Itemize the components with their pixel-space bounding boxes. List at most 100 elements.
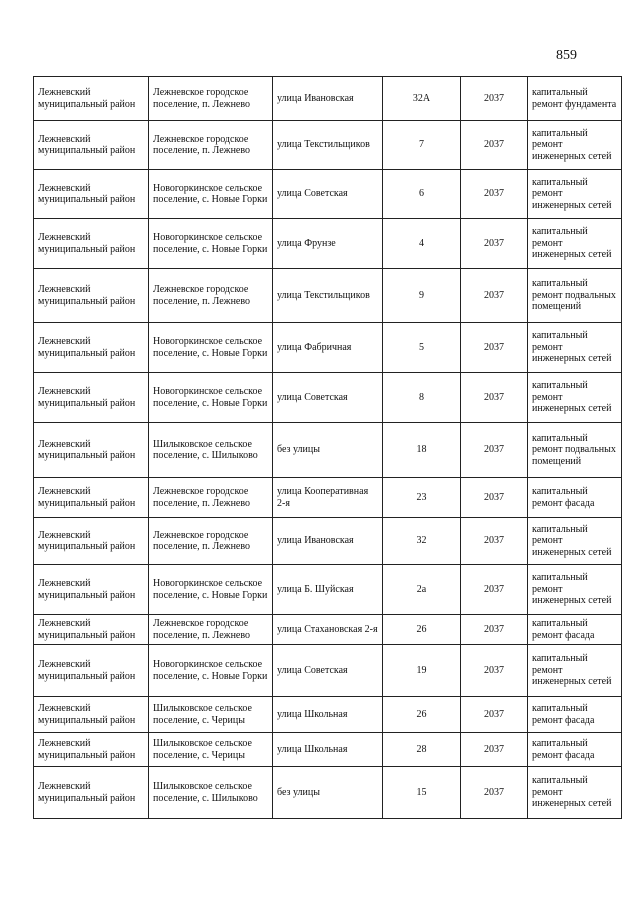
housing-repair-table: Лежневский муниципальный район Лежневское… bbox=[33, 76, 622, 819]
cell-district: Лежневский муниципальный район bbox=[33, 422, 149, 478]
table-row: Лежневский муниципальный район Шилыковско… bbox=[33, 766, 622, 819]
cell-settlement: Лежневское городское поселение, п. Лежне… bbox=[148, 477, 273, 518]
table-row: Лежневский муниципальный район Шилыковско… bbox=[33, 732, 622, 767]
cell-street: без улицы bbox=[272, 766, 383, 819]
cell-work: капитальный ремонт инженерных сетей bbox=[527, 766, 622, 819]
cell-year: 2037 bbox=[460, 614, 528, 645]
cell-work: капитальный ремонт фасада bbox=[527, 477, 622, 518]
cell-settlement: Лежневское городское поселение, п. Лежне… bbox=[148, 120, 273, 170]
cell-work: капитальный ремонт инженерных сетей bbox=[527, 564, 622, 615]
cell-street: улица Кооперативная 2-я bbox=[272, 477, 383, 518]
cell-settlement: Лежневское городское поселение, п. Лежне… bbox=[148, 517, 273, 565]
cell-district: Лежневский муниципальный район bbox=[33, 732, 149, 767]
cell-year: 2037 bbox=[460, 477, 528, 518]
cell-district: Лежневский муниципальный район bbox=[33, 696, 149, 733]
cell-house: 32А bbox=[382, 76, 461, 121]
cell-district: Лежневский муниципальный район bbox=[33, 218, 149, 269]
cell-street: улица Советская bbox=[272, 644, 383, 697]
cell-settlement: Лежневское городское поселение, п. Лежне… bbox=[148, 268, 273, 323]
cell-house: 32 bbox=[382, 517, 461, 565]
cell-street: улица Ивановская bbox=[272, 517, 383, 565]
cell-house: 4 bbox=[382, 218, 461, 269]
table-row: Лежневский муниципальный район Новогоркин… bbox=[33, 644, 622, 697]
table-row: Лежневский муниципальный район Лежневское… bbox=[33, 76, 622, 121]
cell-district: Лежневский муниципальный район bbox=[33, 614, 149, 645]
cell-house: 7 bbox=[382, 120, 461, 170]
cell-house: 19 bbox=[382, 644, 461, 697]
cell-district: Лежневский муниципальный район bbox=[33, 322, 149, 373]
cell-year: 2037 bbox=[460, 76, 528, 121]
table-row: Лежневский муниципальный район Лежневское… bbox=[33, 268, 622, 323]
cell-work: капитальный ремонт инженерных сетей bbox=[527, 372, 622, 423]
cell-year: 2037 bbox=[460, 120, 528, 170]
cell-district: Лежневский муниципальный район bbox=[33, 644, 149, 697]
cell-district: Лежневский муниципальный район bbox=[33, 477, 149, 518]
cell-house: 15 bbox=[382, 766, 461, 819]
cell-year: 2037 bbox=[460, 644, 528, 697]
cell-district: Лежневский муниципальный район bbox=[33, 517, 149, 565]
cell-settlement: Шилыковское сельское поселение, с. Чериц… bbox=[148, 696, 273, 733]
cell-settlement: Новогоркинское сельское поселение, с. Но… bbox=[148, 644, 273, 697]
cell-work: капитальный ремонт подвальных помещений bbox=[527, 268, 622, 323]
cell-year: 2037 bbox=[460, 766, 528, 819]
cell-settlement: Новогоркинское сельское поселение, с. Но… bbox=[148, 218, 273, 269]
table-row: Лежневский муниципальный район Новогоркин… bbox=[33, 218, 622, 269]
cell-house: 9 bbox=[382, 268, 461, 323]
cell-house: 2а bbox=[382, 564, 461, 615]
table-row: Лежневский муниципальный район Новогоркин… bbox=[33, 372, 622, 423]
cell-year: 2037 bbox=[460, 372, 528, 423]
cell-street: улица Текстильщиков bbox=[272, 120, 383, 170]
cell-year: 2037 bbox=[460, 218, 528, 269]
table-row: Лежневский муниципальный район Лежневское… bbox=[33, 477, 622, 518]
cell-street: улица Ивановская bbox=[272, 76, 383, 121]
cell-street: без улицы bbox=[272, 422, 383, 478]
cell-street: улица Б. Шуйская bbox=[272, 564, 383, 615]
cell-settlement: Шилыковское сельское поселение, с. Шилык… bbox=[148, 422, 273, 478]
cell-year: 2037 bbox=[460, 322, 528, 373]
cell-district: Лежневский муниципальный район bbox=[33, 564, 149, 615]
cell-house: 8 bbox=[382, 372, 461, 423]
cell-work: капитальный ремонт фасада bbox=[527, 696, 622, 733]
table-row: Лежневский муниципальный район Новогоркин… bbox=[33, 322, 622, 373]
cell-street: улица Советская bbox=[272, 372, 383, 423]
cell-district: Лежневский муниципальный район bbox=[33, 169, 149, 219]
cell-street: улица Фрунзе bbox=[272, 218, 383, 269]
cell-street: улица Школьная bbox=[272, 732, 383, 767]
table-row: Лежневский муниципальный район Лежневское… bbox=[33, 120, 622, 170]
cell-settlement: Лежневское городское поселение, п. Лежне… bbox=[148, 614, 273, 645]
cell-settlement: Новогоркинское сельское поселение, с. Но… bbox=[148, 564, 273, 615]
cell-work: капитальный ремонт подвальных помещений bbox=[527, 422, 622, 478]
cell-street: улица Школьная bbox=[272, 696, 383, 733]
table-row: Лежневский муниципальный район Лежневское… bbox=[33, 517, 622, 565]
cell-settlement: Новогоркинское сельское поселение, с. Но… bbox=[148, 372, 273, 423]
cell-settlement: Лежневское городское поселение, п. Лежне… bbox=[148, 76, 273, 121]
cell-house: 23 bbox=[382, 477, 461, 518]
cell-street: улица Советская bbox=[272, 169, 383, 219]
cell-settlement: Шилыковское сельское поселение, с. Шилык… bbox=[148, 766, 273, 819]
cell-house: 26 bbox=[382, 696, 461, 733]
cell-house: 28 bbox=[382, 732, 461, 767]
table-row: Лежневский муниципальный район Новогоркин… bbox=[33, 564, 622, 615]
table-row: Лежневский муниципальный район Шилыковско… bbox=[33, 422, 622, 478]
page-number: 859 bbox=[556, 48, 577, 63]
cell-work: капитальный ремонт инженерных сетей bbox=[527, 120, 622, 170]
table-row: Лежневский муниципальный район Лежневское… bbox=[33, 614, 622, 645]
cell-year: 2037 bbox=[460, 732, 528, 767]
cell-settlement: Новогоркинское сельское поселение, с. Но… bbox=[148, 169, 273, 219]
cell-year: 2037 bbox=[460, 696, 528, 733]
cell-year: 2037 bbox=[460, 564, 528, 615]
cell-street: улица Текстильщиков bbox=[272, 268, 383, 323]
cell-house: 6 bbox=[382, 169, 461, 219]
cell-year: 2037 bbox=[460, 268, 528, 323]
cell-settlement: Шилыковское сельское поселение, с. Чериц… bbox=[148, 732, 273, 767]
cell-work: капитальный ремонт фундамента bbox=[527, 76, 622, 121]
cell-work: капитальный ремонт инженерных сетей bbox=[527, 322, 622, 373]
cell-house: 5 bbox=[382, 322, 461, 373]
cell-work: капитальный ремонт инженерных сетей bbox=[527, 517, 622, 565]
cell-house: 18 bbox=[382, 422, 461, 478]
cell-year: 2037 bbox=[460, 169, 528, 219]
table-row: Лежневский муниципальный район Шилыковско… bbox=[33, 696, 622, 733]
cell-district: Лежневский муниципальный район bbox=[33, 372, 149, 423]
cell-district: Лежневский муниципальный район bbox=[33, 120, 149, 170]
table-row: Лежневский муниципальный район Новогоркин… bbox=[33, 169, 622, 219]
